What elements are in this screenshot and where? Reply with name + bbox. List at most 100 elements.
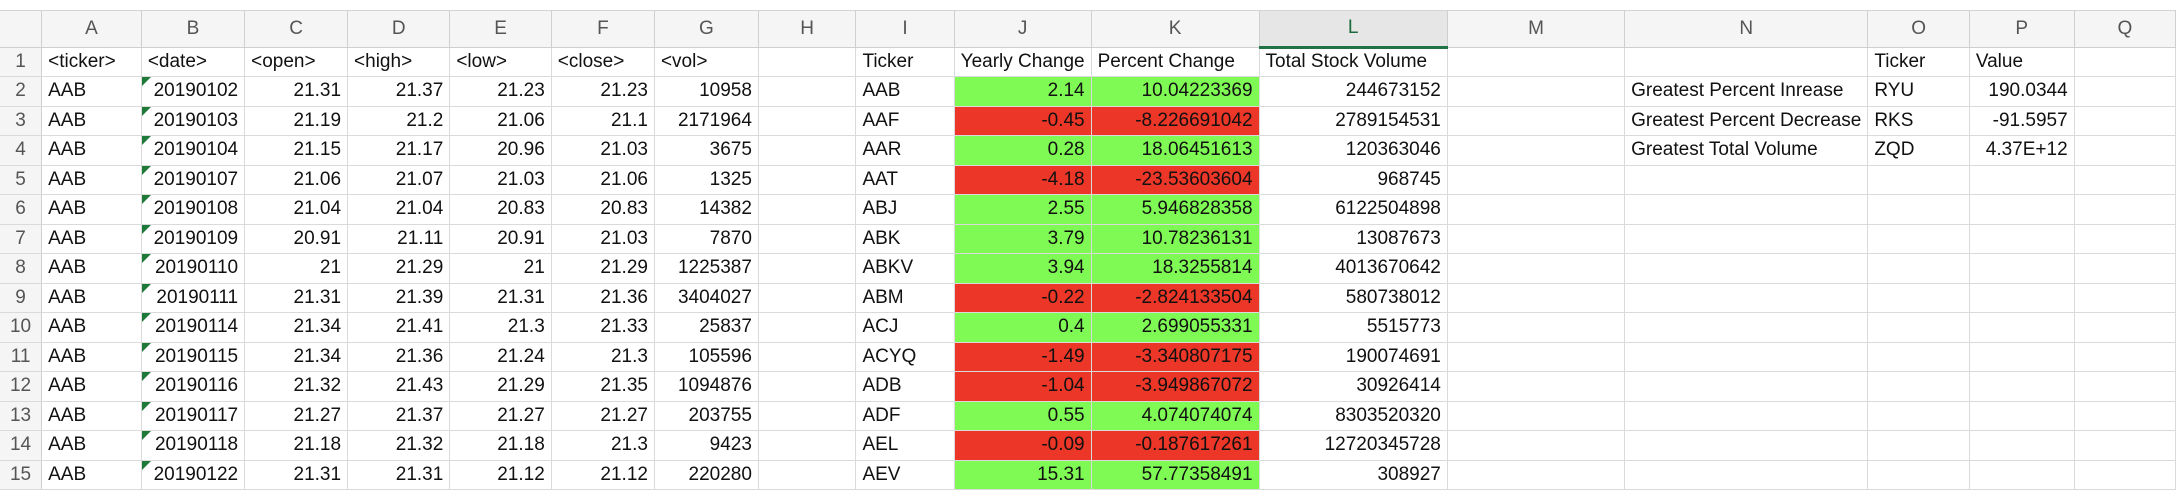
cell-q14[interactable] <box>2074 430 2176 461</box>
cell-h8[interactable] <box>758 253 857 284</box>
cell-j7[interactable]: 3.79 <box>954 224 1092 254</box>
cell-k14[interactable]: -0.187617261 <box>1091 430 1260 461</box>
row-header[interactable]: 13 <box>0 401 43 431</box>
cell-h14[interactable] <box>758 430 857 461</box>
cell-m15[interactable] <box>1447 460 1626 490</box>
cell-l8[interactable]: 4013670642 <box>1259 253 1448 284</box>
cell-i5[interactable]: AAT <box>855 165 955 195</box>
cell-j11[interactable]: -1.49 <box>954 342 1092 372</box>
cell-j12[interactable]: -1.04 <box>954 371 1092 402</box>
cell-l7[interactable]: 13087673 <box>1259 224 1448 254</box>
cell-c9[interactable]: 21.31 <box>244 283 349 313</box>
cell-p5[interactable] <box>1969 165 2075 195</box>
cell-h9[interactable] <box>758 283 857 313</box>
row-header[interactable]: 15 <box>0 460 43 490</box>
cell-b4[interactable]: 20190104 <box>141 135 246 166</box>
column-header-e[interactable]: E <box>449 11 552 48</box>
column-header-o[interactable]: O <box>1867 11 1970 48</box>
cell-d4[interactable]: 21.17 <box>347 135 451 166</box>
cell-c11[interactable]: 21.34 <box>244 342 349 372</box>
cell-d11[interactable]: 21.36 <box>347 342 451 372</box>
cell-p14[interactable] <box>1969 430 2075 461</box>
cell-d2[interactable]: 21.37 <box>347 76 451 107</box>
cell-f6[interactable]: 20.83 <box>551 194 655 225</box>
cell-n2[interactable]: Greatest Percent Inrease <box>1624 76 1869 107</box>
cell-j2[interactable]: 2.14 <box>954 76 1092 107</box>
cell-q6[interactable] <box>2074 194 2176 225</box>
cell-i11[interactable]: ACYQ <box>855 342 955 372</box>
cell-g10[interactable]: 25837 <box>654 312 759 343</box>
cell-j3[interactable]: -0.45 <box>954 106 1092 136</box>
cell-f2[interactable]: 21.23 <box>551 76 655 107</box>
cell-i10[interactable]: ACJ <box>855 312 955 343</box>
cell-o1[interactable]: Ticker <box>1867 47 1970 77</box>
cell-p10[interactable] <box>1969 312 2075 343</box>
cell-n13[interactable] <box>1624 401 1869 431</box>
cell-n7[interactable] <box>1624 224 1869 254</box>
cell-e3[interactable]: 21.06 <box>449 106 552 136</box>
cell-d7[interactable]: 21.11 <box>347 224 451 254</box>
cell-e8[interactable]: 21 <box>449 253 552 284</box>
cell-p4[interactable]: 4.37E+12 <box>1969 135 2075 166</box>
cell-j9[interactable]: -0.22 <box>954 283 1092 313</box>
cell-n10[interactable] <box>1624 312 1869 343</box>
cell-c13[interactable]: 21.27 <box>244 401 349 431</box>
cell-n5[interactable] <box>1624 165 1869 195</box>
cell-i8[interactable]: ABKV <box>855 253 955 284</box>
cell-b12[interactable]: 20190116 <box>141 371 246 402</box>
row-header[interactable]: 2 <box>0 76 43 107</box>
cell-q10[interactable] <box>2074 312 2176 343</box>
cell-q2[interactable] <box>2074 76 2176 107</box>
cell-c12[interactable]: 21.32 <box>244 371 349 402</box>
cell-e2[interactable]: 21.23 <box>449 76 552 107</box>
cell-h1[interactable] <box>758 47 857 77</box>
column-header-g[interactable]: G <box>654 11 759 48</box>
column-header-d[interactable]: D <box>347 11 451 48</box>
cell-e14[interactable]: 21.18 <box>449 430 552 461</box>
cell-l10[interactable]: 5515773 <box>1259 312 1448 343</box>
cell-b10[interactable]: 20190114 <box>141 312 246 343</box>
cell-k8[interactable]: 18.3255814 <box>1091 253 1260 284</box>
cell-e9[interactable]: 21.31 <box>449 283 552 313</box>
cell-i14[interactable]: AEL <box>855 430 955 461</box>
cell-h10[interactable] <box>758 312 857 343</box>
cell-m13[interactable] <box>1447 401 1626 431</box>
cell-i12[interactable]: ADB <box>855 371 955 402</box>
column-header-l[interactable]: L <box>1259 11 1448 49</box>
cell-c2[interactable]: 21.31 <box>244 76 349 107</box>
cell-g14[interactable]: 9423 <box>654 430 759 461</box>
column-header-i[interactable]: I <box>855 11 955 48</box>
cell-m2[interactable] <box>1447 76 1626 107</box>
column-header-b[interactable]: B <box>141 11 246 48</box>
cell-e6[interactable]: 20.83 <box>449 194 552 225</box>
cell-g13[interactable]: 203755 <box>654 401 759 431</box>
cell-d5[interactable]: 21.07 <box>347 165 451 195</box>
cell-q13[interactable] <box>2074 401 2176 431</box>
cell-i7[interactable]: ABK <box>855 224 955 254</box>
cell-a4[interactable]: AAB <box>41 135 142 166</box>
cell-e12[interactable]: 21.29 <box>449 371 552 402</box>
cell-o14[interactable] <box>1867 430 1970 461</box>
cell-n9[interactable] <box>1624 283 1869 313</box>
cell-o7[interactable] <box>1867 224 1970 254</box>
cell-l5[interactable]: 968745 <box>1259 165 1448 195</box>
cell-a11[interactable]: AAB <box>41 342 142 372</box>
cell-b5[interactable]: 20190107 <box>141 165 246 195</box>
column-header-n[interactable]: N <box>1624 11 1869 48</box>
cell-o6[interactable] <box>1867 194 1970 225</box>
cell-o11[interactable] <box>1867 342 1970 372</box>
cell-m5[interactable] <box>1447 165 1626 195</box>
cell-h11[interactable] <box>758 342 857 372</box>
cell-n1[interactable] <box>1624 47 1869 77</box>
cell-m3[interactable] <box>1447 106 1626 136</box>
row-header[interactable]: 12 <box>0 371 43 402</box>
cell-m1[interactable] <box>1447 47 1626 77</box>
cell-e4[interactable]: 20.96 <box>449 135 552 166</box>
column-header-f[interactable]: F <box>551 11 655 48</box>
column-header-j[interactable]: J <box>954 11 1092 48</box>
cell-b9[interactable]: 20190111 <box>141 283 246 313</box>
cell-j13[interactable]: 0.55 <box>954 401 1092 431</box>
cell-q8[interactable] <box>2074 253 2176 284</box>
cell-k2[interactable]: 10.04223369 <box>1091 76 1260 107</box>
cell-f9[interactable]: 21.36 <box>551 283 655 313</box>
